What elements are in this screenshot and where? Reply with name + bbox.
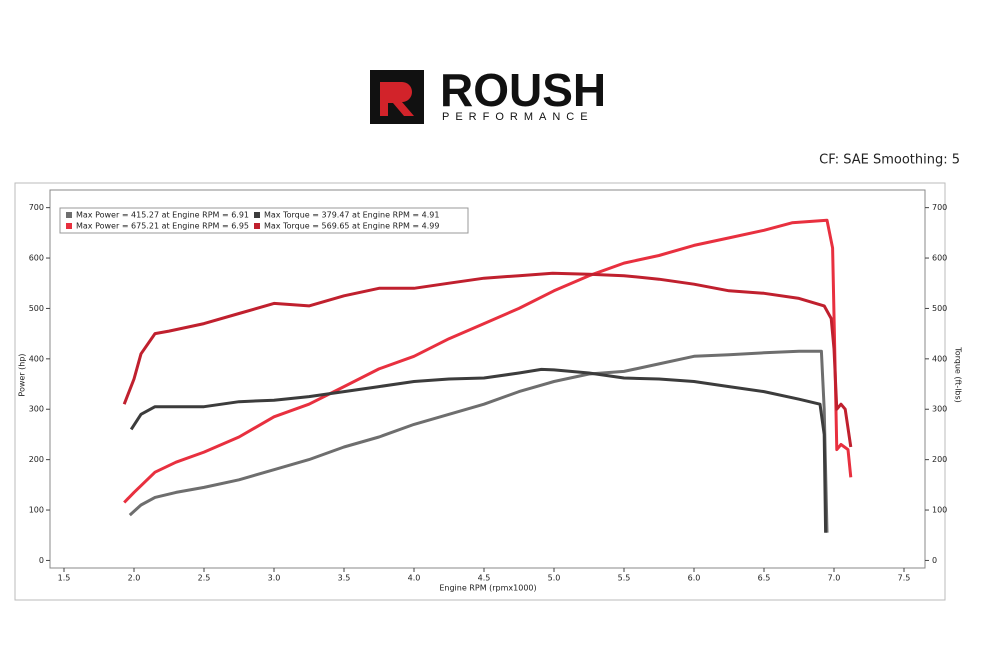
legend-label: Max Torque = 379.47 at Engine RPM = 4.91: [264, 211, 439, 220]
x-tick-label: 5.5: [618, 574, 631, 583]
y2-tick-label: 100: [932, 506, 947, 515]
series-line: [128, 349, 829, 533]
plot-frame: [49, 189, 926, 569]
series-line: [129, 367, 828, 533]
legend-swatch: [254, 212, 260, 218]
x-tick-label: 5.0: [548, 574, 561, 583]
series-line: [123, 218, 853, 504]
y2-tick-label: 0: [932, 556, 937, 565]
y2-tick-label: 500: [932, 304, 947, 313]
legend-box: [59, 207, 469, 234]
legend-label: Max Power = 675.21 at Engine RPM = 6.95: [76, 222, 249, 231]
legend-swatch: [66, 212, 72, 218]
x-tick-label: 4.0: [408, 574, 421, 583]
x-tick-label: 3.5: [338, 574, 351, 583]
x-axis-label: Engine RPM (rpmx1000): [439, 584, 536, 593]
y-tick-label: 700: [29, 203, 44, 212]
y2-tick-label: 200: [932, 455, 947, 464]
chart-frame: [14, 182, 946, 601]
tagline: PERFORMANCE: [442, 111, 594, 123]
y2-tick-label: 700: [932, 203, 947, 212]
y2-tick-label: 400: [932, 354, 947, 363]
legend-swatch: [254, 223, 260, 229]
y-tick-label: 600: [29, 254, 44, 263]
y-tick-label: 400: [29, 354, 44, 363]
y-tick-label: 0: [39, 556, 44, 565]
brand: ROUSH: [440, 64, 606, 116]
x-tick-label: 4.5: [478, 574, 491, 583]
y2-tick-label: 300: [932, 405, 947, 414]
logo: ROUSH PERFORMANCE: [370, 64, 606, 124]
series-line: [122, 271, 853, 448]
x-tick-label: 7.5: [898, 574, 911, 583]
note: CF: SAE Smoothing: 5: [819, 153, 960, 168]
x-tick-label: 2.0: [128, 574, 141, 583]
y-tick-label: 100: [29, 506, 44, 515]
logo-r: [380, 82, 414, 116]
y2-tick-label: 600: [932, 254, 947, 263]
legend-label: Max Power = 415.27 at Engine RPM = 6.91: [76, 211, 249, 220]
y2-axis-label: Torque (ft-lbs): [954, 346, 963, 403]
x-tick-label: 2.5: [198, 574, 211, 583]
y-tick-label: 300: [29, 405, 44, 414]
x-tick-label: 3.0: [268, 574, 281, 583]
x-tick-label: 1.5: [58, 574, 71, 583]
x-tick-label: 7.0: [828, 574, 841, 583]
legend-swatch: [66, 223, 72, 229]
x-tick-label: 6.0: [688, 574, 701, 583]
y-tick-label: 500: [29, 304, 44, 313]
legend-label: Max Torque = 569.65 at Engine RPM = 4.99: [264, 222, 439, 231]
y-axis-label: Power (hp): [18, 353, 27, 396]
x-tick-label: 6.5: [758, 574, 771, 583]
y-tick-label: 200: [29, 455, 44, 464]
